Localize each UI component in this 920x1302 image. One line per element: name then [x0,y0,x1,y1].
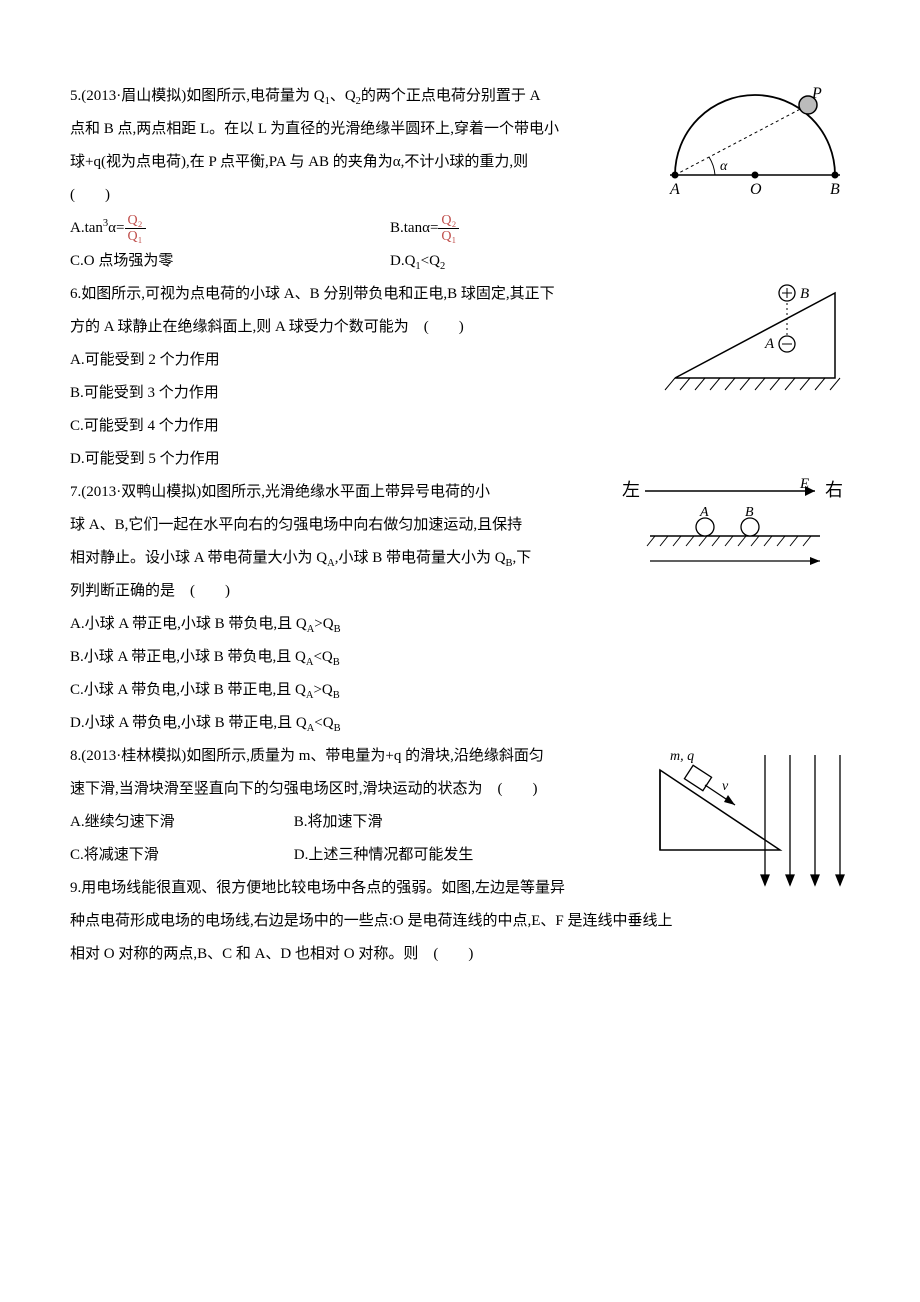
q8-opt-d: D.上述三种情况都可能发生 [294,847,474,863]
q7-opt-d: D.小球 A 带负电,小球 B 带正电,且 QA<QB [70,707,610,740]
svg-text:E: E [799,476,809,492]
q5-opt-c: C.O 点场强为零 [70,245,390,278]
svg-text:α: α [720,159,728,174]
t: A.小球 A 带正电,小球 B 带负电,且 Q [70,616,307,632]
t: 、Q [330,88,356,104]
q8-line2: 速下滑,当滑块滑至竖直向下的匀强电场区时,滑块运动的状态为 ( ) [70,773,640,806]
q8-line1: 8.(2013·桂林模拟)如图所示,质量为 m、带电量为+q 的滑块,沿绝缘斜面… [70,740,640,773]
svg-text:A: A [699,505,709,520]
svg-text:左: 左 [622,480,640,500]
t: Q₁ [125,229,146,244]
q6-opt-b: B.可能受到 3 个力作用 [70,377,650,410]
q5-line4: ( ) [70,179,650,212]
q5-opt-a: A.tan3α=Q₂Q₁ [70,212,390,245]
q5-opt-d: D.Q1<Q2 [390,245,445,278]
svg-text:B: B [800,286,809,302]
t: >Q [314,616,333,632]
q6-opt-d: D.可能受到 5 个力作用 [70,443,650,476]
q5-figure: α A O B P [660,80,850,200]
svg-text:B: B [830,181,840,198]
svg-text:v: v [722,779,729,794]
svg-text:右: 右 [825,480,843,500]
svg-text:A: A [669,181,680,198]
t: B.小球 A 带正电,小球 B 带负电,且 Q [70,649,306,665]
q6-text: 6.如图所示,可视为点电荷的小球 A、B 分别带负电和正电,B 球固定,其正下 … [70,278,650,476]
t: D.小球 A 带负电,小球 B 带正电,且 Q [70,715,307,731]
t: 5.(2013·眉山模拟)如图所示,电荷量为 Q [70,88,325,104]
q7-line2: 球 A、B,它们一起在水平向右的匀强电场中向右做匀加速运动,且保持 [70,509,610,542]
q5-line3: 球+q(视为点电荷),在 P 点平衡,PA 与 AB 的夹角为α,不计小球的重力… [70,146,650,179]
q7-opt-b: B.小球 A 带正电,小球 B 带负电,且 QA<QB [70,641,610,674]
t: D.Q [390,253,415,269]
q5-opt-b: B.tanα=Q₂Q₁ [390,212,459,245]
q6-opt-c: C.可能受到 4 个力作用 [70,410,650,443]
t: α= [108,220,124,236]
t: <Q [313,649,332,665]
svg-text:m, q: m, q [670,749,694,764]
t: <Q [421,253,440,269]
q5-opts-cd: C.O 点场强为零 D.Q1<Q2 [70,245,650,278]
q8-figure: m, q v [650,740,850,895]
t: A.tan [70,220,103,236]
q7-line3: 相对静止。设小球 A 带电荷量大小为 QA,小球 B 带电荷量大小为 QB,下 [70,542,610,575]
q8-opt-b: B.将加速下滑 [294,814,383,830]
t: >Q [313,682,332,698]
t: ,小球 B 带电荷量大小为 Q [335,550,506,566]
q6-line1: 6.如图所示,可视为点电荷的小球 A、B 分别带负电和正电,B 球固定,其正下 [70,278,650,311]
t: C.小球 A 带负电,小球 B 带正电,且 Q [70,682,306,698]
q7-figure: 左 E 右 A B [620,476,850,571]
q8-opt-c: C.将减速下滑 [70,839,290,872]
q8-block: 8.(2013·桂林模拟)如图所示,质量为 m、带电量为+q 的滑块,沿绝缘斜面… [70,740,850,905]
svg-text:B: B [745,505,754,520]
q6-block: 6.如图所示,可视为点电荷的小球 A、B 分别带负电和正电,B 球固定,其正下 … [70,278,850,476]
q9-line3: 相对 O 对称的两点,B、C 和 A、D 也相对 O 对称。则 ( ) [70,938,850,971]
q7-opt-c: C.小球 A 带负电,小球 B 带正电,且 QA>QB [70,674,610,707]
q8-opts-cd: C.将减速下滑 D.上述三种情况都可能发生 [70,839,640,872]
t: Q₁ [438,229,459,244]
q7-opt-a: A.小球 A 带正电,小球 B 带负电,且 QA>QB [70,608,610,641]
q7-text: 7.(2013·双鸭山模拟)如图所示,光滑绝缘水平面上带异号电荷的小 球 A、B… [70,476,610,740]
t: Q₂ [125,213,146,229]
t: 相对静止。设小球 A 带电荷量大小为 Q [70,550,327,566]
t: <Q [314,715,333,731]
q5-line2: 点和 B 点,两点相距 L。在以 L 为直径的光滑绝缘半圆环上,穿着一个带电小 [70,113,650,146]
q8-opt-a: A.继续匀速下滑 [70,806,290,839]
t: Q₂ [438,213,459,229]
svg-text:A: A [764,336,775,352]
q5-block: 5.(2013·眉山模拟)如图所示,电荷量为 Q1、Q2的两个正点电荷分别置于 … [70,80,850,278]
q9-line2: 种点电荷形成电场的电场线,右边是场中的一些点:O 是电荷连线的中点,E、F 是连… [70,905,850,938]
q8-opts-ab: A.继续匀速下滑 B.将加速下滑 [70,806,640,839]
q5-opts-ab: A.tan3α=Q₂Q₁ B.tanα=Q₂Q₁ [70,212,650,245]
t: ,下 [513,550,532,566]
q9-line1: 9.用电场线能很直观、很方便地比较电场中各点的强弱。如图,左边是等量异 [70,872,640,905]
t: 的两个正点电荷分别置于 A [361,88,541,104]
q6-figure: B A [660,278,850,408]
q6-line2: 方的 A 球静止在绝缘斜面上,则 A 球受力个数可能为 ( ) [70,311,650,344]
svg-text:O: O [750,181,762,198]
q7-block: 7.(2013·双鸭山模拟)如图所示,光滑绝缘水平面上带异号电荷的小 球 A、B… [70,476,850,740]
q5-line1: 5.(2013·眉山模拟)如图所示,电荷量为 Q1、Q2的两个正点电荷分别置于 … [70,80,650,113]
svg-text:P: P [811,85,822,102]
q7-line1: 7.(2013·双鸭山模拟)如图所示,光滑绝缘水平面上带异号电荷的小 [70,476,610,509]
q7-line4: 列判断正确的是 ( ) [70,575,610,608]
q6-opt-a: A.可能受到 2 个力作用 [70,344,650,377]
t: B.tanα= [390,220,438,236]
q5-text: 5.(2013·眉山模拟)如图所示,电荷量为 Q1、Q2的两个正点电荷分别置于 … [70,80,650,278]
q8-text: 8.(2013·桂林模拟)如图所示,质量为 m、带电量为+q 的滑块,沿绝缘斜面… [70,740,640,905]
